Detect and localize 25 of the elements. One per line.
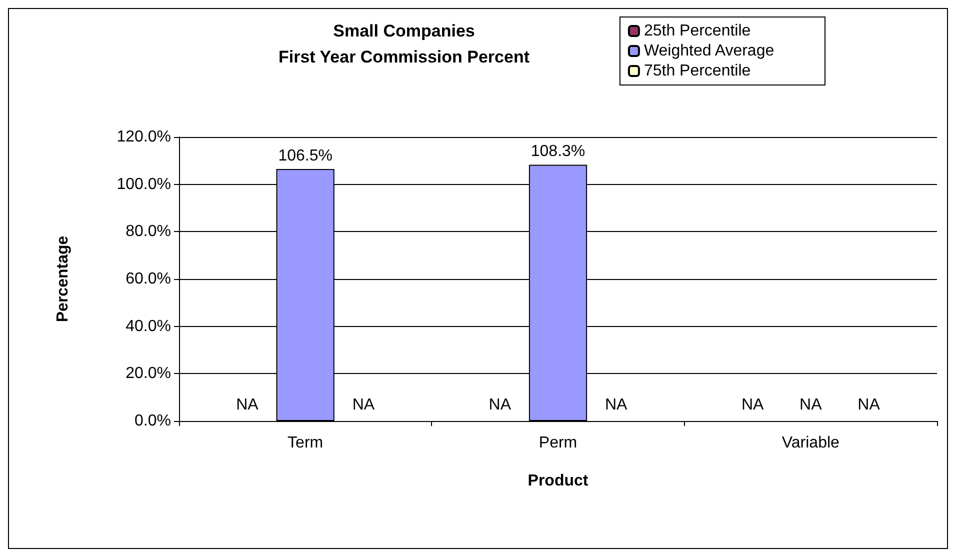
text: NA <box>741 396 764 414</box>
text: NA <box>488 396 512 414</box>
y-axis-title: Percentage <box>54 236 72 322</box>
x-tick-label: Term <box>288 434 324 452</box>
y-tick-label: 80.0% <box>126 223 171 240</box>
y-tick-label: 40.0% <box>126 318 171 335</box>
legend-label: 25th Percentile <box>644 22 751 40</box>
text: NA <box>236 396 258 414</box>
y-tick-label: 100.0% <box>116 176 171 193</box>
text: NA <box>604 396 628 414</box>
text: NA <box>800 396 822 414</box>
chart-title: Small Companies First Year Commission Percent <box>278 22 530 66</box>
x-tick-label: Perm <box>538 434 578 452</box>
y-tick-label: 20.0% <box>126 365 171 382</box>
data-label: 106.5% <box>278 147 332 164</box>
x-tick-label: Variable <box>782 434 840 452</box>
text: NA <box>858 396 880 414</box>
y-tick-label: 0.0% <box>134 412 171 430</box>
legend-label: Weighted Average <box>644 42 774 60</box>
y-tick-label: 120.0% <box>116 128 171 146</box>
x-axis-title: Product <box>528 472 589 490</box>
legend-label: 75th Percentile <box>644 62 751 80</box>
text: NA <box>352 396 375 414</box>
y-tick-label: 60.0% <box>126 270 171 288</box>
data-label: 108.3% <box>530 143 586 160</box>
